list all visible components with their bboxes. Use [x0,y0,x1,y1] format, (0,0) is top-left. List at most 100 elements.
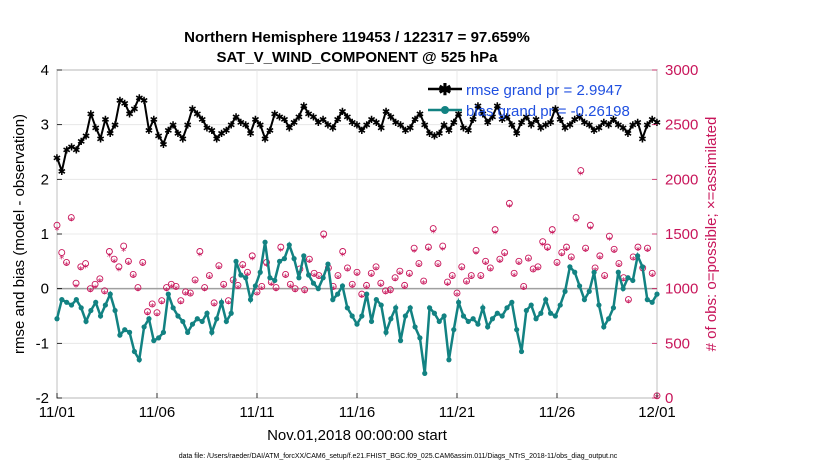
rmse-point: ✱ [416,110,424,121]
rmse-point: ✱ [67,143,75,154]
obs-assimilated-point: * [388,288,393,299]
obs-assimilated-point: * [574,217,579,228]
rmse-point: ✱ [358,126,366,137]
bias-point [630,277,636,284]
rmse-point: ✱ [198,115,206,126]
obs-possible-point [477,272,485,279]
obs-possible-point [163,284,170,292]
obs-assimilated-point: * [507,203,512,214]
rmse-point: ✱ [96,134,104,145]
bias-point [567,264,573,270]
obs-assimilated-point: * [369,272,374,283]
obs-possible-point [520,283,528,290]
rmse-point: ✱ [392,118,400,129]
y2-axis-label: # of obs: o=possible; ×=assimilated [703,117,720,352]
obs-assimilated-point: * [155,311,160,322]
obs-possible-point [239,261,247,269]
obs-possible-point [124,257,132,265]
obs-possible-point [129,271,137,278]
rmse-point: ✱ [440,121,448,132]
obs-possible-point [215,262,223,270]
obs-assimilated-point: * [378,281,383,292]
obs-possible-point [320,230,328,238]
obs-possible-point [148,300,156,308]
rmse-point: ✱ [590,126,598,137]
obs-possible-point [144,308,151,316]
obs-assimilated-point: * [431,228,436,239]
rmse-point: ✱ [125,110,133,121]
rmse-point: ✱ [537,123,545,134]
rmse-point: ✱ [498,115,506,126]
bias-point [122,327,128,333]
chart-subtitle: SAT_V_WIND_COMPONENT @ 525 hPa [216,49,498,66]
obs-assimilated-point: * [612,247,617,258]
obs-possible-point [648,269,656,277]
bias-point [649,299,655,305]
bias-point [533,316,539,322]
bias-point [388,316,394,322]
obs-assimilated-point: * [564,245,569,256]
obs-assimilated-point: * [578,170,583,181]
obs-possible-point [248,252,256,260]
obs-possible-point [105,248,113,255]
rmse-point: ✱ [242,121,250,132]
obs-possible-point [510,269,518,277]
obs-possible-point [177,297,185,305]
obs-assimilated-point: * [316,274,321,285]
bias-point [581,297,588,303]
bias-point [606,316,612,322]
bias-point [620,286,626,292]
rmse-point: ✱ [609,115,617,126]
rmse-point: ✱ [421,121,429,132]
bias-point [117,332,123,338]
obs-possible-point [586,221,594,229]
obs-assimilated-point: * [283,273,288,284]
bias-point [310,280,317,286]
bias-point [296,275,302,281]
obs-possible-point [334,272,342,279]
obs-possible-point [544,243,551,251]
rmse-point: ✱ [454,110,462,121]
bias-point [431,310,438,316]
bias-point [320,275,326,281]
obs-assimilated-point: * [435,262,440,273]
rmse-point: ✱ [203,123,211,134]
y2-tick-label: 2000 [665,171,698,188]
obs-possible-point [448,272,456,279]
bias-point [407,305,413,311]
obs-possible-point [653,392,661,400]
rmse-point: ✱ [62,145,70,156]
rmse-point: ✱ [87,110,95,121]
obs-possible-point [463,277,470,285]
bias-point [397,338,404,344]
obs-possible-point [401,281,409,289]
rmse-point: ✱ [624,129,632,140]
obs-possible-point [439,242,447,250]
obs-assimilated-point: * [202,286,207,297]
obs-assimilated-point: * [426,245,431,256]
rmse-point: ✱ [58,167,66,178]
obs-assimilated-point: * [274,286,279,297]
rmse-point: ✱ [304,110,312,121]
obs-possible-point [377,279,385,287]
obs-assimilated-point: * [293,287,298,298]
bias-point [306,272,312,278]
y2-tick-label: 0 [665,390,673,407]
rmse-point: ✱ [174,129,182,140]
obs-possible-point [567,253,575,261]
obs-assimilated-point: * [269,280,274,291]
bias-point [252,283,258,289]
obs-assimilated-point: * [464,279,469,290]
rmse-point: ✱ [387,112,395,123]
obs-assimilated-point: * [331,285,336,296]
y-tick-label: -2 [36,390,49,407]
obs-assimilated-point: * [616,262,621,273]
obs-assimilated-point: * [550,229,555,240]
obs-possible-point [396,267,404,275]
obs-assimilated-point: * [493,229,498,240]
obs-possible-point [610,245,618,253]
bias-point [572,269,578,275]
rmse-point: ✱ [629,121,637,132]
obs-possible-point [172,283,180,290]
obs-assimilated-point: * [188,291,193,302]
